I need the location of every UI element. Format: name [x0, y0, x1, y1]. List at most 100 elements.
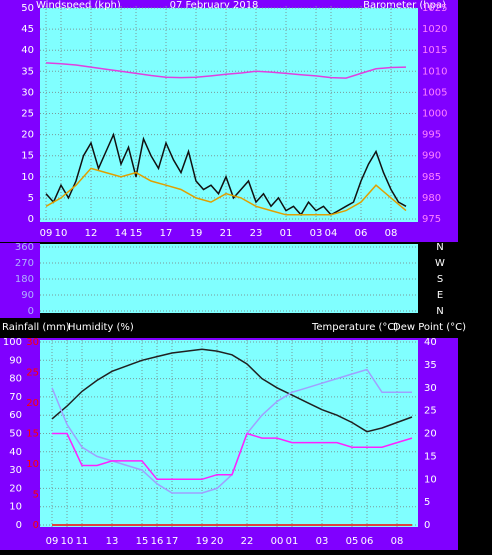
y3-tick-label: 0 — [33, 520, 39, 531]
x-tick-label: 08 — [385, 228, 398, 239]
y2-tick-label: 1000 — [422, 109, 447, 120]
y2-tick-label: W — [435, 258, 445, 269]
y-tick-label: 50 — [21, 3, 34, 14]
x-tick-label: 22 — [241, 536, 254, 547]
y-tick-label: 15 — [21, 151, 34, 162]
y-tick-label: 0 — [16, 520, 22, 531]
y2-tick-label: 985 — [422, 172, 441, 183]
x-tick-label: 20 — [211, 536, 224, 547]
x-tick-label: 19 — [196, 536, 209, 547]
series-line — [45, 62, 407, 79]
y2-tick-label: 1015 — [422, 45, 447, 56]
x-tick-label: 17 — [166, 536, 179, 547]
y2-tick-label: 1010 — [422, 66, 447, 77]
y2-tick-label: 40 — [424, 337, 437, 348]
y3-tick-label: 25 — [26, 368, 39, 379]
y2-tick-label: 0 — [424, 520, 430, 531]
y2-tick-label: 1025 — [422, 3, 447, 14]
x-tick-label: 14 — [115, 228, 128, 239]
chart-title: 07 February 2018 — [170, 0, 259, 11]
y2-tick-label: 990 — [422, 151, 441, 162]
x-tick-label: 15 — [136, 536, 149, 547]
y3-tick-label: 5 — [33, 490, 39, 501]
y2-tick-label: 20 — [424, 429, 437, 440]
y-tick-label: 50 — [9, 429, 22, 440]
y2-axis-label: Barometer (hpa) — [363, 0, 446, 11]
x-tick-label: 13 — [106, 536, 119, 547]
y2-tick-label: 975 — [422, 214, 441, 225]
y3-tick-label: 30 — [26, 337, 39, 348]
y-tick-label: 25 — [21, 109, 34, 120]
y2-tick-label: S — [437, 274, 443, 285]
y-tick-label: 60 — [9, 410, 22, 421]
series-line — [45, 132, 407, 217]
x-tick-label: 17 — [160, 228, 173, 239]
x-tick-label: 09 — [46, 536, 59, 547]
y2-tick-label: 10 — [424, 474, 437, 485]
y3-tick-label: 15 — [26, 429, 39, 440]
y2-tick-label: N — [436, 242, 443, 253]
x-tick-label: 19 — [190, 228, 203, 239]
y-tick-label: 360 — [15, 242, 34, 253]
y-tick-label: 0 — [28, 306, 34, 317]
x-tick-label: 15 — [130, 228, 143, 239]
x-tick-label: 04 — [325, 228, 338, 239]
x-tick-label: 03 — [310, 228, 323, 239]
y2-tick-label: 5 — [424, 497, 430, 508]
x-tick-label: 01 — [286, 536, 299, 547]
y-tick-label: 5 — [28, 193, 34, 204]
y2-tick-label: 30 — [424, 383, 437, 394]
x-tick-label: 23 — [250, 228, 263, 239]
x-tick-label: 06 — [361, 536, 374, 547]
x-tick-label: 21 — [220, 228, 233, 239]
series-line — [51, 348, 413, 433]
x-tick-label: 05 — [346, 536, 359, 547]
x-tick-label: 01 — [280, 228, 293, 239]
x-tick-label: 03 — [316, 536, 329, 547]
panel-frame — [0, 243, 40, 318]
y-tick-label: 10 — [9, 502, 22, 513]
y2-axis-label: Temperature (°C) — [311, 322, 398, 333]
y2-tick-label: N — [436, 306, 443, 317]
x-tick-label: 09 — [40, 228, 53, 239]
y2-tick-label: 995 — [422, 130, 441, 141]
y-tick-label: 45 — [21, 24, 34, 35]
x-tick-label: 08 — [391, 536, 404, 547]
y2-tick-label: 1005 — [422, 87, 447, 98]
y3-tick-label: 20 — [26, 398, 39, 409]
x-tick-label: 00 — [271, 536, 284, 547]
x-tick-label: 16 — [151, 536, 164, 547]
y-tick-label: 270 — [15, 258, 34, 269]
x-tick-label: 12 — [85, 228, 98, 239]
y-tick-label: 0 — [28, 214, 34, 225]
y-axis-label: Humidity (%) — [68, 322, 134, 333]
y-tick-label: 30 — [9, 465, 22, 476]
y2-tick-label: E — [437, 290, 443, 301]
x-tick-label: 06 — [355, 228, 368, 239]
y-tick-label: 100 — [3, 337, 22, 348]
y-tick-label: 90 — [21, 290, 34, 301]
x-tick-label: 10 — [61, 536, 74, 547]
y-tick-label: 80 — [9, 374, 22, 385]
y-tick-label: 10 — [21, 172, 34, 183]
y-tick-label: 180 — [15, 274, 34, 285]
y-axis-label: Windspeed (kph) — [36, 0, 121, 11]
y2-tick-label: 980 — [422, 193, 441, 204]
y-tick-label: 40 — [21, 45, 34, 56]
y-tick-label: 90 — [9, 355, 22, 366]
y3-axis-label: Rainfall (mm) — [2, 322, 70, 333]
y2-tick-label: 15 — [424, 451, 437, 462]
y-tick-label: 20 — [21, 130, 34, 141]
x-tick-label: 11 — [76, 536, 89, 547]
series-line — [52, 432, 413, 481]
x-tick-label: 10 — [55, 228, 68, 239]
y3-tick-label: 10 — [26, 459, 39, 470]
y-tick-label: 30 — [21, 87, 34, 98]
y2-tick-label: 1020 — [422, 24, 447, 35]
y-tick-label: 20 — [9, 483, 22, 494]
y-tick-label: 35 — [21, 66, 34, 77]
y-tick-label: 40 — [9, 447, 22, 458]
series-line — [45, 167, 407, 216]
y2-tick-label: 25 — [424, 406, 437, 417]
